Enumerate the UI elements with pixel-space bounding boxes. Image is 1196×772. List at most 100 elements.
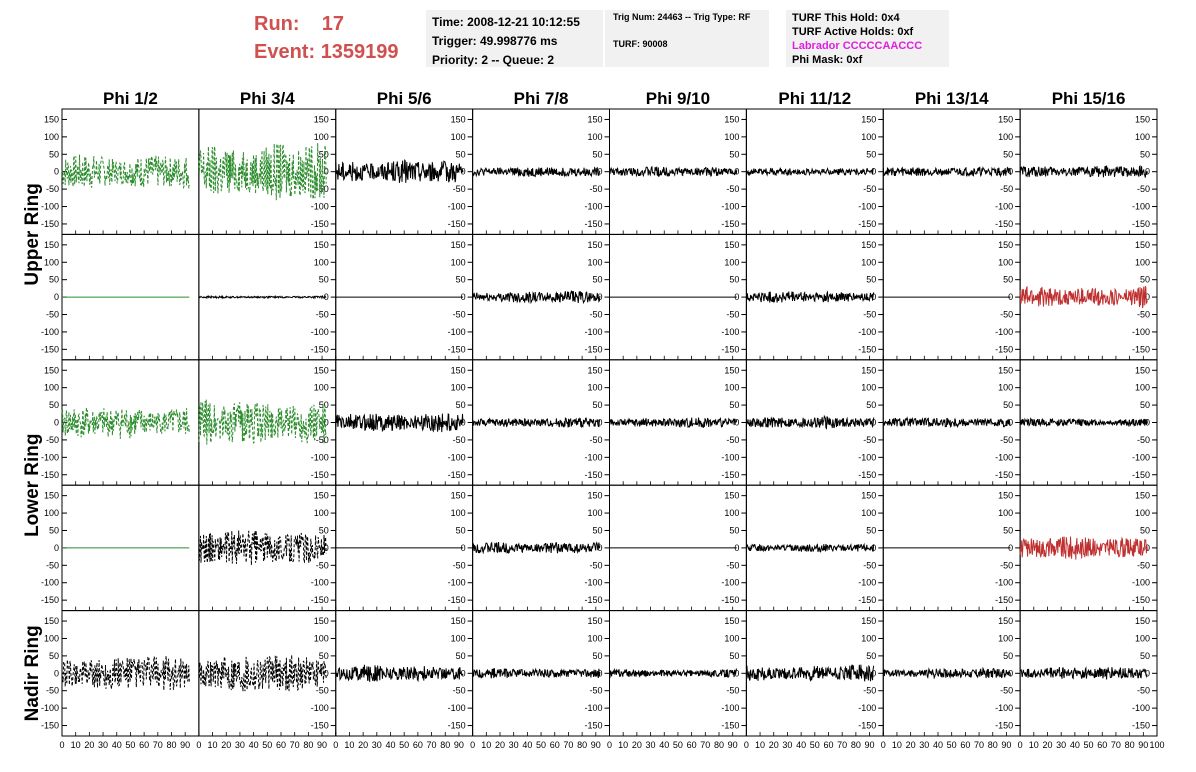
y-tick-label: 0 <box>461 292 466 302</box>
y-tick-label: 50 <box>1140 275 1150 285</box>
y-tick-label: 150 <box>314 491 329 501</box>
column-header-8: Phi 15/16 <box>1052 89 1126 108</box>
y-tick-label: 150 <box>861 114 876 124</box>
y-tick-label: 50 <box>49 149 59 159</box>
y-tick-label: 100 <box>314 508 329 518</box>
y-tick-label: -50 <box>46 686 59 696</box>
y-tick-label: 150 <box>451 616 466 626</box>
x-tick-label: 40 <box>385 740 395 750</box>
waveform-r3-c3 <box>335 413 464 433</box>
x-tick-label: 0 <box>196 740 201 750</box>
y-tick-label: -50 <box>1137 310 1150 320</box>
x-tick-label: 40 <box>249 740 259 750</box>
x-tick-label: 80 <box>303 740 313 750</box>
x-tick-label: 90 <box>317 740 327 750</box>
y-tick-label: -150 <box>584 219 602 229</box>
column-header-2: Phi 3/4 <box>240 89 295 108</box>
y-tick-label: 0 <box>871 418 876 428</box>
y-tick-label: 150 <box>314 365 329 375</box>
x-tick-label: 50 <box>1084 740 1094 750</box>
y-tick-label: -50 <box>863 310 876 320</box>
x-tick-label: 60 <box>276 740 286 750</box>
y-tick-label: 150 <box>724 365 739 375</box>
y-tick-label: -100 <box>448 202 466 212</box>
y-tick-label: -50 <box>726 560 739 570</box>
run-line: Run: 17 <box>254 10 399 38</box>
y-tick-label: 50 <box>592 400 602 410</box>
y-tick-label: 50 <box>319 149 329 159</box>
y-tick-label: 0 <box>871 167 876 177</box>
waveform-r1-c1 <box>61 154 190 190</box>
y-tick-label: 150 <box>587 491 602 501</box>
y-tick-label: -100 <box>584 703 602 713</box>
y-tick-label: 50 <box>592 149 602 159</box>
ring-label-3: Nadir Ring <box>22 625 43 721</box>
y-tick-label: 0 <box>461 668 466 678</box>
y-tick-label: 50 <box>49 651 59 661</box>
y-tick-label: -150 <box>311 219 329 229</box>
x-tick-label: 10 <box>481 740 491 750</box>
y-tick-label: 50 <box>866 149 876 159</box>
x-tick-label: 20 <box>769 740 779 750</box>
y-tick-label: 100 <box>861 633 876 643</box>
y-tick-label: -150 <box>995 470 1013 480</box>
y-tick-label: -50 <box>453 310 466 320</box>
y-tick-label: 50 <box>49 275 59 285</box>
y-tick-label: 150 <box>44 365 59 375</box>
x-tick-label: 50 <box>536 740 546 750</box>
y-tick-label: -150 <box>1132 470 1150 480</box>
y-tick-label: 50 <box>1003 149 1013 159</box>
y-tick-label: 50 <box>592 651 602 661</box>
y-tick-label: -100 <box>858 327 876 337</box>
y-tick-label: 50 <box>319 275 329 285</box>
turf-text: TURF: 90008 <box>613 39 668 49</box>
y-tick-label: -150 <box>584 344 602 354</box>
column-header-6: Phi 11/12 <box>778 89 851 108</box>
y-tick-label: -50 <box>453 435 466 445</box>
y-tick-label: -150 <box>858 470 876 480</box>
y-tick-label: -50 <box>726 435 739 445</box>
y-tick-label: 0 <box>734 543 739 553</box>
waveform-r3-c5 <box>609 416 738 429</box>
x-tick-label: 40 <box>522 740 532 750</box>
y-tick-label: -50 <box>46 435 59 445</box>
y-tick-label: -150 <box>858 595 876 605</box>
y-tick-label: 150 <box>44 491 59 501</box>
y-tick-label: -150 <box>721 721 739 731</box>
y-tick-label: 150 <box>1135 491 1150 501</box>
y-tick-label: -100 <box>448 578 466 588</box>
y-tick-label: 100 <box>44 383 59 393</box>
y-tick-label: 0 <box>1145 292 1150 302</box>
y-tick-label: -150 <box>995 721 1013 731</box>
y-tick-label: 150 <box>451 491 466 501</box>
y-tick-label: -50 <box>863 435 876 445</box>
x-tick-label: 90 <box>1001 740 1011 750</box>
y-tick-label: 100 <box>998 132 1013 142</box>
y-tick-label: -150 <box>584 595 602 605</box>
y-tick-label: -100 <box>1132 452 1150 462</box>
y-tick-label: 150 <box>861 616 876 626</box>
y-tick-label: 100 <box>451 508 466 518</box>
x-tick-label: 0 <box>470 740 475 750</box>
x-tick-label: 60 <box>960 740 970 750</box>
y-tick-label: 100 <box>451 132 466 142</box>
y-tick-label: 150 <box>451 240 466 250</box>
y-tick-label: -150 <box>995 344 1013 354</box>
y-tick-label: -100 <box>41 202 59 212</box>
y-tick-label: -50 <box>1000 184 1013 194</box>
y-tick-label: -100 <box>1132 703 1150 713</box>
x-tick-label: 0 <box>744 740 749 750</box>
waveform-r4-c6 <box>746 542 875 553</box>
y-tick-label: -100 <box>311 703 329 713</box>
y-tick-label: 0 <box>1145 668 1150 678</box>
y-tick-label: 50 <box>1140 149 1150 159</box>
waveform-r1-c3 <box>335 159 464 183</box>
y-tick-label: 0 <box>734 418 739 428</box>
x-tick-label: 70 <box>563 740 573 750</box>
x-tick-label: 90 <box>591 740 601 750</box>
y-tick-label: -50 <box>46 184 59 194</box>
y-tick-label: 100 <box>998 508 1013 518</box>
waveform-r2-c4 <box>472 289 601 305</box>
x-tick-label: 10 <box>892 740 902 750</box>
waveform-r2-c8 <box>1019 285 1148 309</box>
